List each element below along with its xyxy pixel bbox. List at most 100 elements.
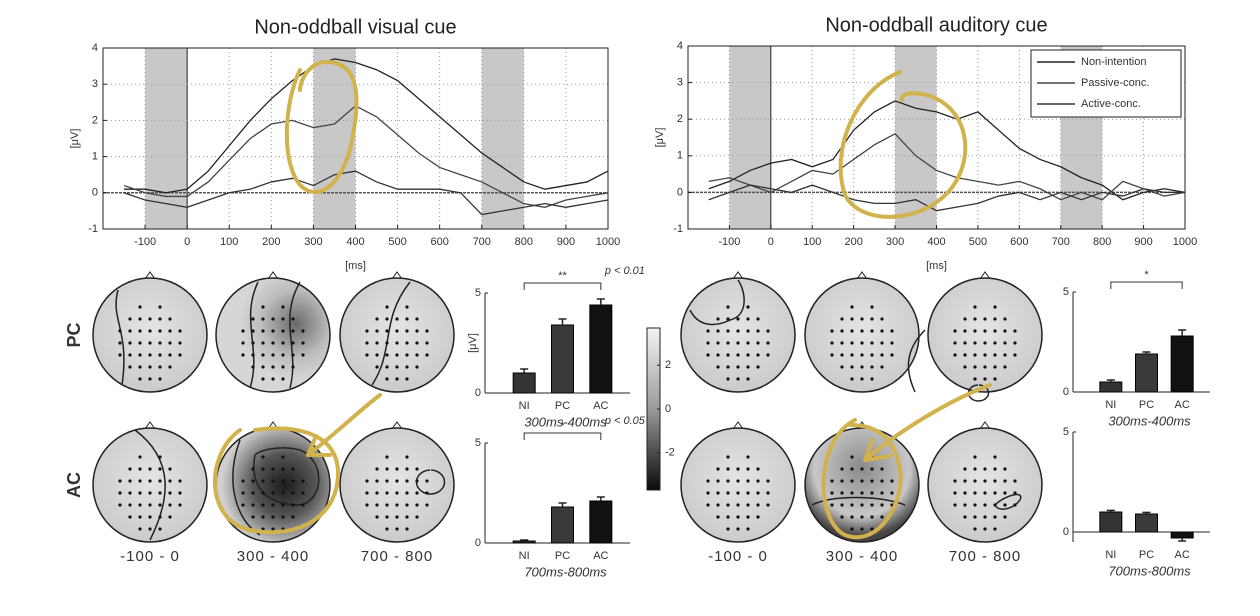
colorbar-tick-label: -2: [665, 447, 675, 459]
electrode: [425, 503, 429, 507]
electrode: [860, 467, 864, 471]
electrode: [1013, 479, 1017, 483]
electrode: [425, 479, 429, 483]
row-label: AC: [64, 472, 84, 498]
electrode: [301, 353, 305, 357]
electrode: [736, 491, 740, 495]
electrode: [158, 341, 162, 345]
electrode: [830, 479, 834, 483]
electrode: [241, 353, 245, 357]
electrode: [168, 515, 172, 519]
bar: [1099, 381, 1123, 393]
electrode: [385, 317, 389, 321]
electrode: [983, 479, 987, 483]
electrode: [281, 353, 285, 357]
electrode: [736, 365, 740, 369]
x-tick-label: 100: [220, 236, 238, 248]
significance-bracket: [523, 432, 602, 440]
y-tick-label: 0: [1063, 386, 1069, 398]
head: [339, 427, 455, 543]
electrode: [973, 467, 977, 471]
colorbar-tick-label: 2: [665, 359, 671, 371]
y-tick-label: -1: [673, 223, 683, 235]
x-tick-label: 600: [430, 236, 448, 248]
column-label: -100 - 0: [120, 548, 180, 565]
column-label: 700 - 800: [361, 548, 433, 565]
electrode: [963, 467, 967, 471]
electrode: [425, 353, 429, 357]
electrode: [993, 527, 997, 531]
electrode: [983, 527, 987, 531]
electrode: [148, 527, 152, 531]
electrode: [148, 329, 152, 333]
electrode: [1003, 341, 1007, 345]
electrode: [241, 479, 245, 483]
electrode: [736, 353, 740, 357]
legend-label: Active-conc.: [1081, 98, 1141, 110]
electrode: [138, 365, 142, 369]
x-tick-label: 800: [1093, 236, 1111, 248]
electrode: [746, 527, 750, 531]
topomap: [339, 271, 455, 393]
electrode: [1013, 341, 1017, 345]
electrode: [726, 305, 730, 309]
electrode: [365, 491, 369, 495]
hand-circle: [284, 59, 359, 194]
colorbar-tick-label: 0: [665, 403, 671, 415]
electrode: [726, 527, 730, 531]
electrode: [241, 329, 245, 333]
electrode: [375, 491, 379, 495]
electrode: [993, 317, 997, 321]
electrode: [395, 479, 399, 483]
series-line: [123, 105, 609, 208]
electrode: [973, 491, 977, 495]
electrode: [271, 467, 275, 471]
electrode: [726, 479, 730, 483]
electrode: [375, 479, 379, 483]
y-axis-label: [μV]: [69, 129, 81, 149]
electrode: [1013, 353, 1017, 357]
electrode: [726, 377, 730, 381]
electrode: [385, 305, 389, 309]
electrode: [118, 479, 122, 483]
electrode: [385, 503, 389, 507]
electrode: [395, 467, 399, 471]
electrode: [746, 317, 750, 321]
electrode: [148, 467, 152, 471]
electrode: [281, 503, 285, 507]
topomap: [680, 271, 796, 393]
x-tick-label: NI: [519, 550, 530, 562]
y-tick-label: 4: [677, 40, 683, 52]
electrode: [138, 377, 142, 381]
electrode: [251, 365, 255, 369]
electrode: [993, 377, 997, 381]
electrode: [281, 455, 285, 459]
electrode: [850, 317, 854, 321]
significance-label: **: [558, 270, 567, 282]
electrode: [746, 341, 750, 345]
electrode: [746, 491, 750, 495]
electrode: [385, 467, 389, 471]
electrode: [726, 491, 730, 495]
electrode: [158, 467, 162, 471]
electrode: [870, 527, 874, 531]
electrode: [138, 341, 142, 345]
bar: [589, 500, 613, 544]
electrode: [138, 491, 142, 495]
electrode: [1003, 467, 1007, 471]
electrode: [138, 467, 142, 471]
electrode: [860, 527, 864, 531]
topomaps: PC AC -100 - 0 300 - 400 700 - 800 -100 - 0 30…: [64, 271, 1043, 565]
x-tick-label: 1000: [596, 236, 620, 248]
electrode: [148, 365, 152, 369]
x-tick-label: 700: [1052, 236, 1070, 248]
electrode: [860, 377, 864, 381]
electrode: [405, 527, 409, 531]
electrode: [850, 377, 854, 381]
electrode: [870, 305, 874, 309]
electrode: [251, 515, 255, 519]
electrode: [395, 329, 399, 333]
electrode: [128, 317, 132, 321]
chart-title: Non-oddball visual cue: [254, 16, 456, 38]
electrode: [128, 341, 132, 345]
